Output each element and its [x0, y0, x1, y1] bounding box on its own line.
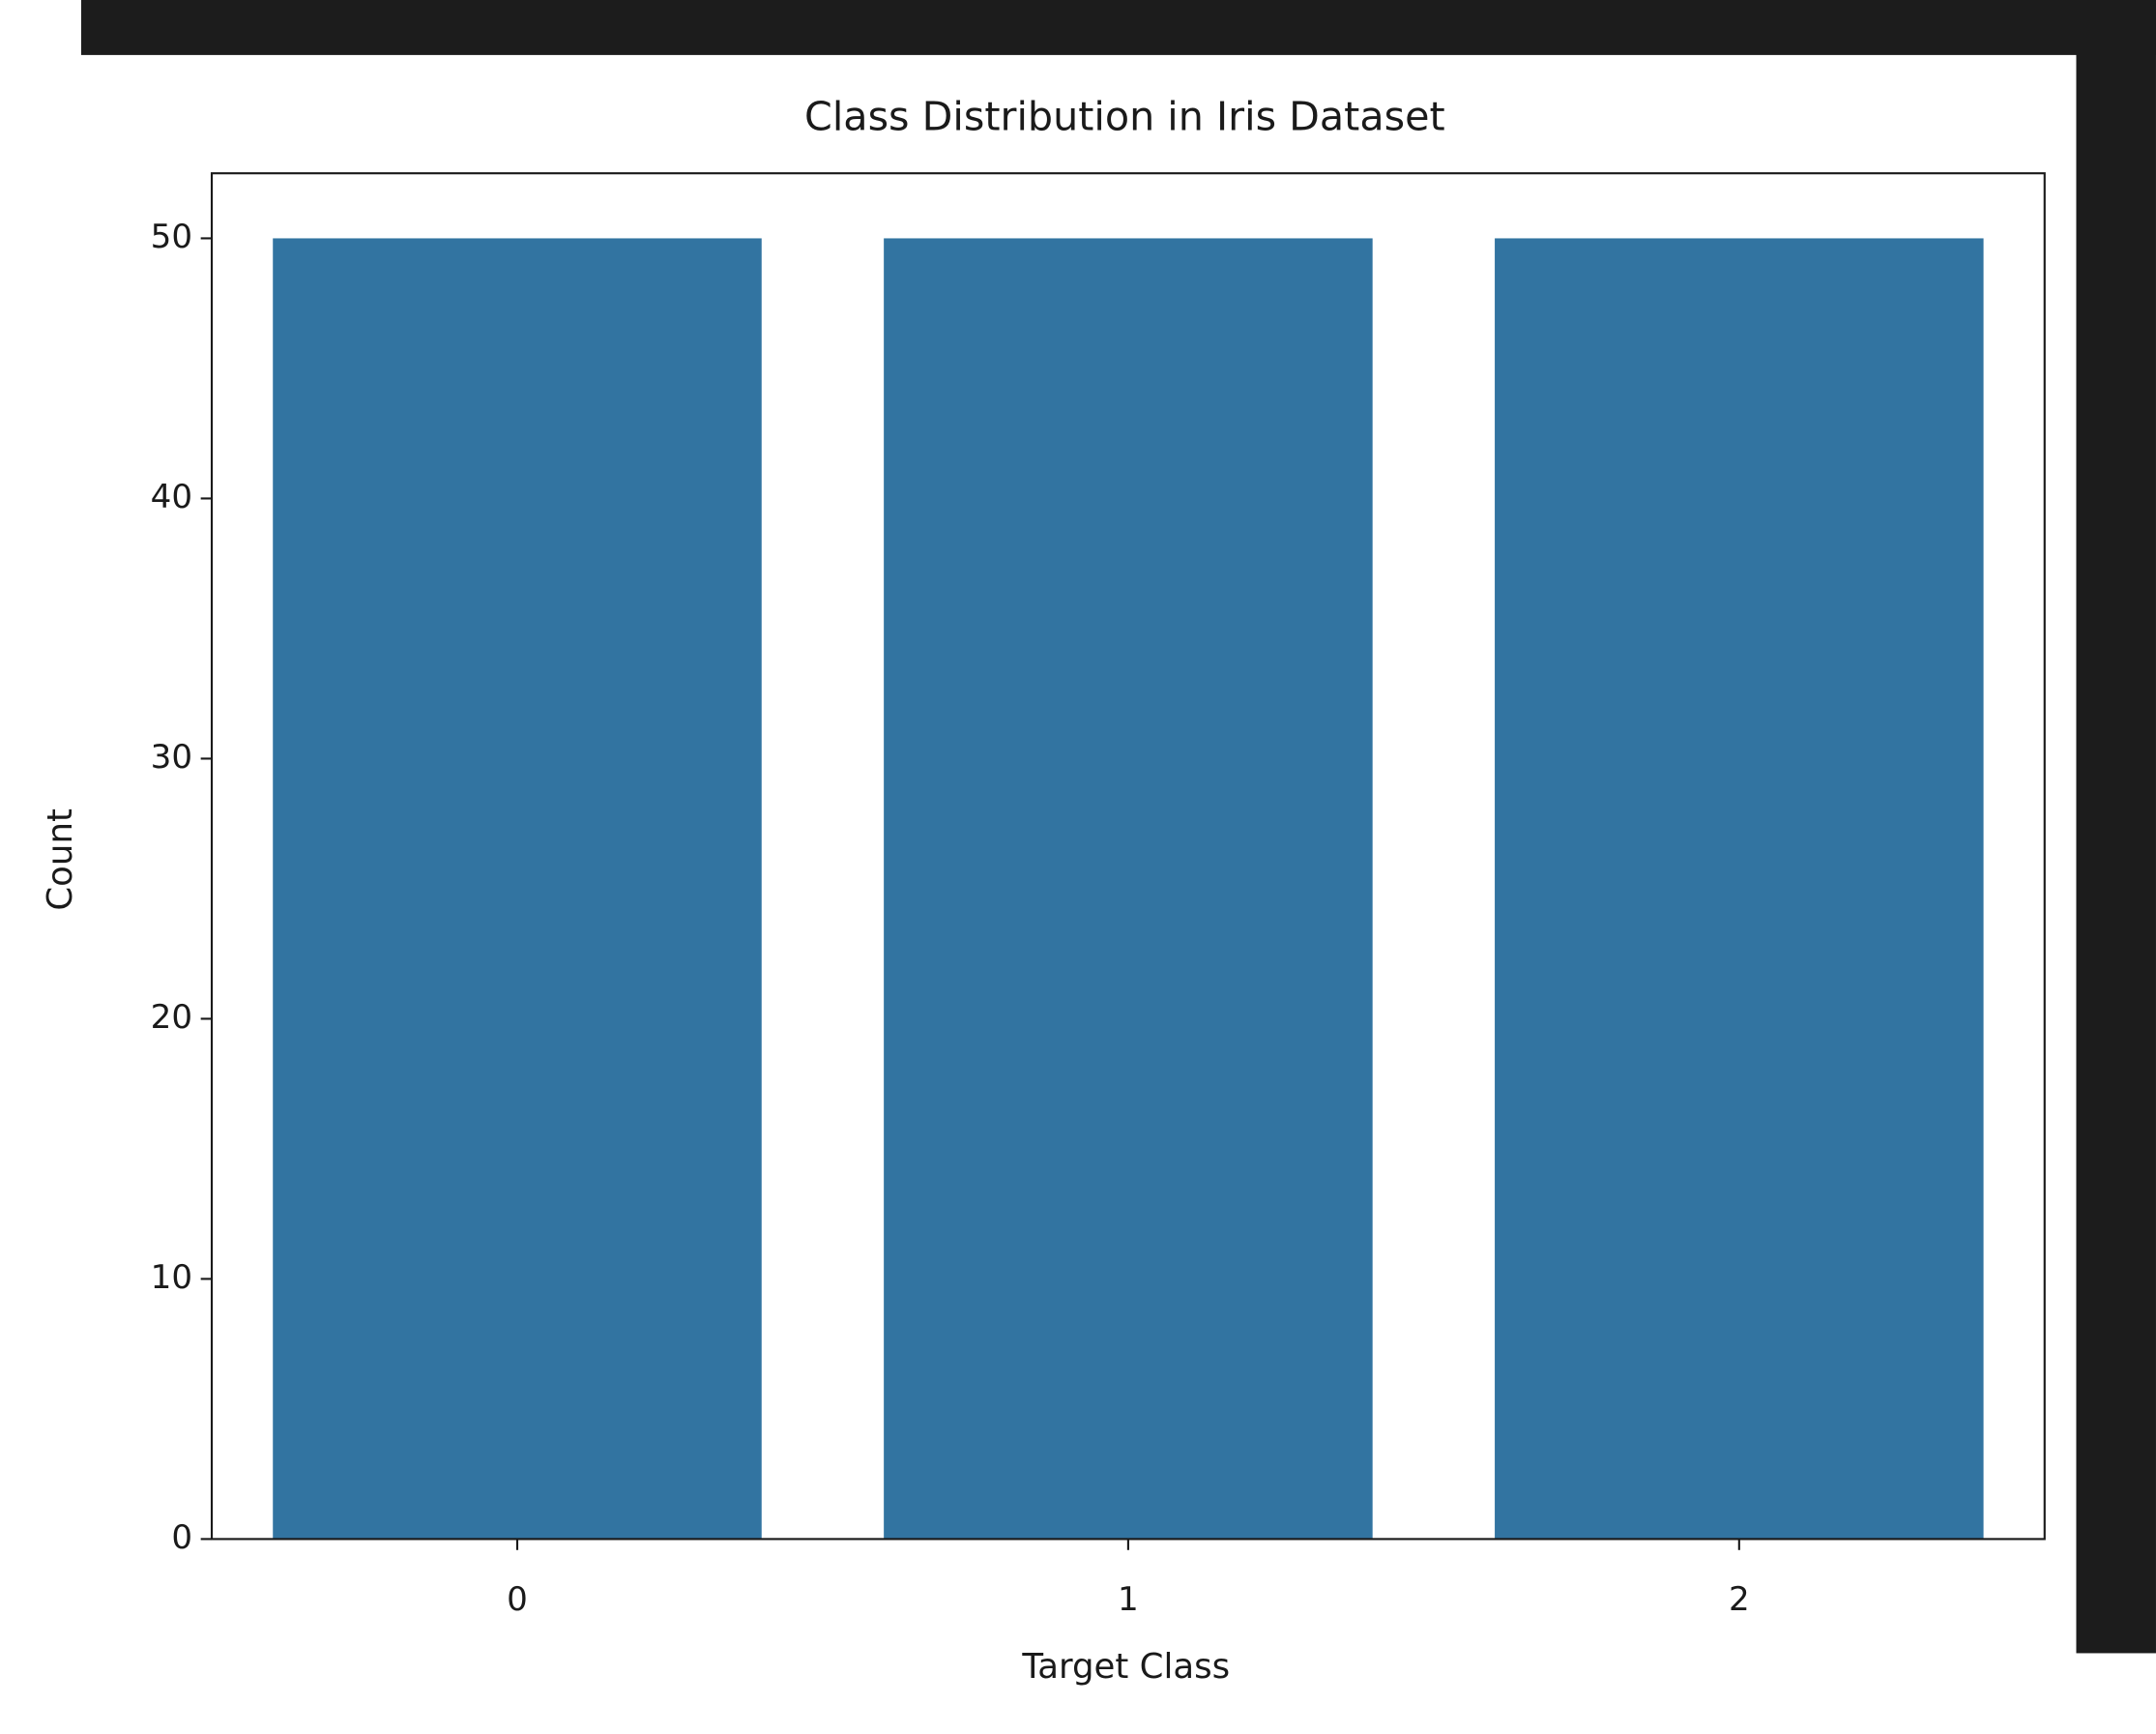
dark-frame-top — [80, 0, 2156, 55]
bar — [884, 238, 1373, 1540]
bar — [273, 238, 762, 1540]
dark-frame-right — [2076, 0, 2156, 1654]
y-tick-label: 10 — [151, 1258, 192, 1297]
y-tick-label: 20 — [151, 998, 192, 1037]
chart-title: Class Distribution in Iris Dataset — [804, 94, 1445, 140]
x-tick-label: 0 — [507, 1580, 528, 1619]
y-tick-label: 0 — [171, 1518, 192, 1557]
bar — [1495, 238, 1984, 1540]
y-tick-label: 30 — [151, 738, 192, 777]
x-tick-label: 1 — [1118, 1580, 1139, 1619]
x-tick-label: 2 — [1729, 1580, 1750, 1619]
x-axis-label: Target Class — [1021, 1647, 1230, 1687]
y-tick-label: 40 — [151, 478, 192, 516]
y-axis-label: Count — [41, 808, 80, 911]
y-tick-label: 50 — [151, 218, 192, 256]
plot-frame — [210, 172, 2046, 1541]
